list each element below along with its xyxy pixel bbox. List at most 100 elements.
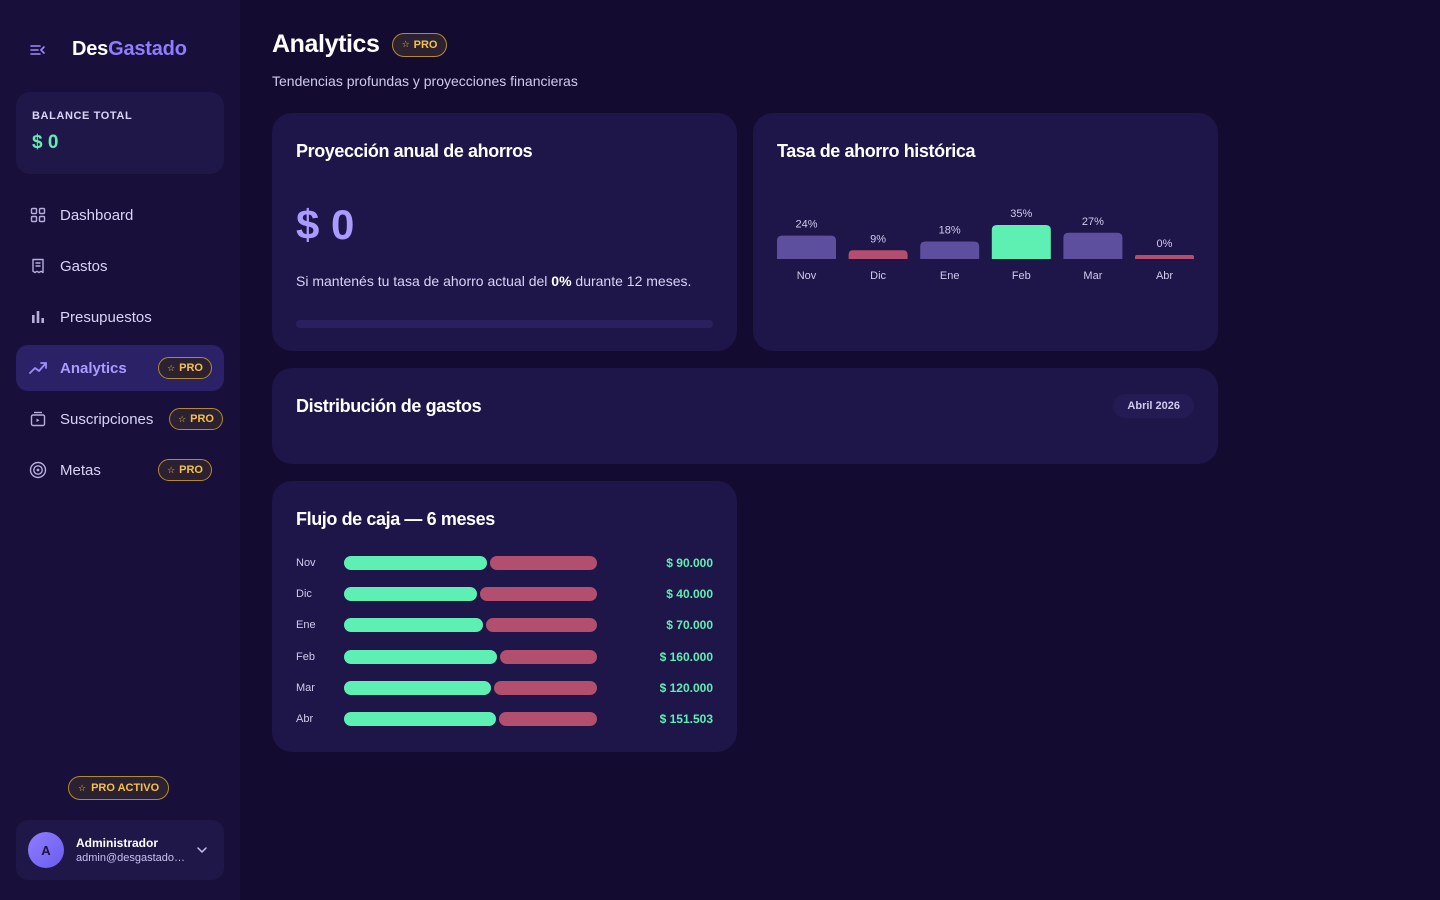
chart-data-label: 9% (870, 233, 886, 245)
cashflow-row: Abr $ 151.503 (296, 712, 713, 726)
subscription-icon (28, 409, 48, 429)
star-icon: ☆ (78, 782, 87, 793)
user-email: admin@desgastado.com (76, 852, 188, 864)
sidebar-item-label: Presupuestos (60, 308, 152, 326)
expense-bar (480, 587, 597, 602)
cashflow-month: Abr (296, 713, 314, 725)
chart-tick-label: Abr (1156, 270, 1173, 282)
star-icon: ☆ (401, 39, 410, 49)
chart-bar-nov (777, 235, 836, 259)
projection-rate: 0% (551, 273, 572, 289)
target-icon (28, 460, 48, 480)
sidebar-item-analytics[interactable]: Analytics ☆ PRO (16, 345, 224, 391)
cashflow-value: $ 90.000 (666, 556, 713, 570)
pro-badge: ☆ PRO (158, 459, 212, 481)
projection-value: $ 0 (296, 201, 355, 248)
card-title: Flujo de caja — 6 meses (296, 509, 495, 529)
projection-text-after: durante 12 meses. (571, 273, 692, 289)
cashflow-row: Ene $ 70.000 (296, 618, 713, 633)
cashflow-month: Dic (296, 588, 312, 601)
star-icon: ☆ (178, 413, 187, 424)
income-bar (344, 649, 497, 664)
cashflow-bars (344, 712, 597, 726)
sidebar-item-label: Gastos (60, 257, 108, 275)
pro-badge-label: PRO (413, 38, 438, 51)
period-selector[interactable]: Abril 2026 (1113, 394, 1194, 418)
expense-bar (490, 556, 597, 570)
chart-bar-feb (991, 225, 1051, 259)
sidebar-item-gastos[interactable]: Gastos (16, 243, 224, 289)
cashflow-bars (344, 618, 597, 633)
cashflow-month: Nov (296, 557, 316, 569)
savings-rate-chart: 24% Nov 9% Dic 18% Ene 35% Feb 27% Mar 0% Abr (777, 208, 1194, 282)
cashflow-value: $ 70.000 (666, 618, 713, 633)
cashflow-bars (344, 649, 597, 664)
brand-logo[interactable]: DesGastado (72, 38, 187, 61)
savings-rate-card: Tasa de ahorro histórica 24% Nov 9% Dic 18% E… (753, 113, 1218, 351)
sidebar-item-dashboard[interactable]: Dashboard (16, 192, 224, 238)
balance-label: BALANCE TOTAL (32, 110, 133, 122)
cashflow-row: Dic $ 40.000 (296, 587, 713, 602)
chart-tick-label: Dic (870, 270, 886, 282)
cashflow-row: Mar $ 120.000 (296, 680, 713, 695)
cashflow-row: Nov $ 90.000 (296, 556, 713, 570)
cashflow-card: Flujo de caja — 6 meses Nov $ 90.000 Dic $ … (272, 481, 737, 752)
chart-data-label: 18% (939, 225, 961, 237)
projection-description: Si mantenés tu tasa de ahorro actual del… (296, 273, 691, 289)
sidebar-item-suscripciones[interactable]: Suscripciones ☆ PRO (16, 396, 224, 442)
chart-data-label: 0% (1157, 238, 1173, 250)
expense-distribution-card: Distribución de gastos Abril 2026 (272, 368, 1218, 464)
chart-data-label: 35% (1010, 208, 1032, 220)
collapse-menu-icon[interactable] (30, 39, 46, 61)
chart-data-label: 27% (1082, 216, 1104, 228)
user-info: Administrador admin@desgastado.com (76, 836, 188, 864)
brand-name-part-a: Des (72, 38, 109, 60)
page-subtitle: Tendencias profundas y proyecciones fina… (272, 73, 578, 89)
expense-bar (486, 618, 597, 633)
pro-active-badge: ☆ PRO ACTIVO (68, 776, 170, 800)
cashflow-value: $ 40.000 (666, 587, 713, 602)
chart-tick-label: Ene (940, 270, 960, 282)
star-icon: ☆ (167, 464, 176, 475)
cashflow-month: Ene (296, 619, 316, 632)
cashflow-value: $ 151.503 (659, 712, 713, 726)
grid-icon (28, 205, 48, 225)
bar-chart-icon (28, 307, 48, 327)
balance-value: $ 0 (32, 132, 59, 153)
page-title: Analytics (272, 30, 380, 58)
brand-name-part-b: Gastado (108, 38, 187, 60)
pro-badge: ☆ PRO (158, 357, 212, 379)
pro-badge-label: PRO (179, 464, 203, 476)
cashflow-row: Feb $ 160.000 (296, 649, 713, 664)
income-bar (344, 618, 483, 633)
sidebar-item-label: Dashboard (60, 206, 134, 224)
cashflow-month: Mar (296, 681, 315, 694)
sidebar-item-label: Metas (60, 461, 101, 479)
balance-card: BALANCE TOTAL $ 0 (16, 92, 224, 174)
cashflow-bars (344, 556, 597, 570)
chart-bar-dic (848, 250, 908, 259)
chart-bar-mar (1063, 232, 1123, 259)
pro-badge-label: PRO (190, 413, 214, 425)
chevron-down-icon[interactable] (196, 846, 210, 854)
brand: DesGastado (30, 38, 187, 61)
user-menu[interactable]: A Administrador admin@desgastado.com (16, 820, 224, 880)
receipt-icon (28, 256, 48, 276)
trend-icon (28, 358, 48, 378)
cashflow-value: $ 160.000 (659, 649, 713, 664)
sidebar: DesGastado BALANCE TOTAL $ 0 Dashboard G… (0, 0, 240, 900)
sidebar-item-metas[interactable]: Metas ☆ PRO (16, 447, 224, 493)
star-icon: ☆ (167, 362, 176, 373)
income-bar (344, 712, 496, 726)
sidebar-item-presupuestos[interactable]: Presupuestos (16, 294, 224, 340)
expense-bar (494, 680, 597, 695)
sidebar-item-label: Analytics (60, 359, 127, 377)
pro-badge: ☆ PRO (391, 32, 448, 57)
sidebar-item-label: Suscripciones (60, 410, 154, 428)
sidebar-nav: Dashboard Gastos Presupuestos Analytics … (16, 192, 224, 498)
projection-progress-bar (296, 320, 713, 328)
chart-bar-ene (920, 241, 980, 259)
pro-badge: ☆ PRO (169, 408, 223, 430)
page-header: Analytics ☆ PRO Tendencias profundas y pr… (272, 30, 578, 89)
card-title: Distribución de gastos (296, 396, 482, 416)
